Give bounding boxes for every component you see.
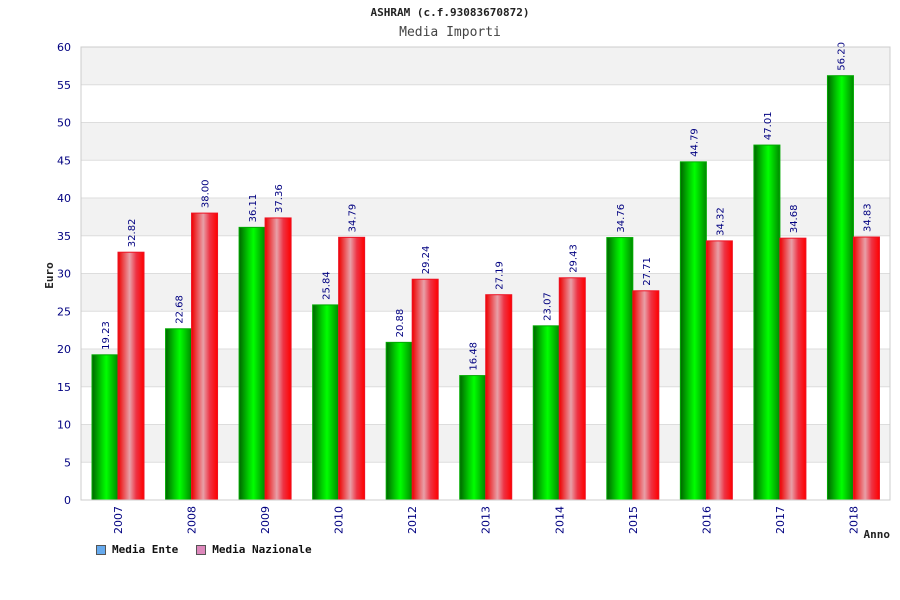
value-label-media-nazionale-2016: 34.32 [715, 207, 726, 236]
x-tick-label: 2015 [627, 506, 640, 534]
value-label-media-nazionale-2017: 34.68 [789, 205, 800, 234]
y-tick-label: 50 [57, 117, 71, 130]
bar-media-ente-2013 [459, 375, 487, 501]
bar-media-nazionale-2017 [779, 237, 807, 501]
value-label-media-nazionale-2012: 29.24 [421, 246, 432, 275]
value-labels: 19.23 32.82 22.68 38.00 36.11 37.36 25.84 34.79… [101, 42, 873, 371]
bar-media-nazionale-2018 [852, 236, 880, 501]
x-tick-label: 2017 [774, 506, 787, 534]
bar-media-nazionale-2007 [117, 251, 145, 501]
value-label-media-ente-2017: 47.01 [763, 111, 774, 140]
y-axis-title: Euro [43, 262, 56, 289]
legend-item-media-ente: Media Ente [96, 543, 178, 556]
y-tick-label: 0 [64, 494, 71, 507]
bar-media-nazionale-2013 [485, 294, 513, 501]
x-tick-label: 2018 [847, 506, 860, 534]
legend: Media Ente Media Nazionale [96, 543, 312, 556]
x-tick-label: 2016 [700, 506, 713, 534]
legend-item-media-nazionale: Media Nazionale [196, 543, 312, 556]
y-tick-label: 20 [57, 343, 71, 356]
bar-media-ente-2017 [753, 144, 781, 501]
legend-swatch-media-nazionale [196, 544, 207, 555]
bar-media-ente-2007 [91, 354, 119, 501]
bar-media-nazionale-2008 [191, 212, 219, 501]
y-tick-label: 40 [57, 192, 71, 205]
plot-frame [80, 46, 891, 501]
x-tick-label: 2009 [259, 506, 272, 534]
x-tick-label: 2014 [553, 506, 566, 534]
value-label-media-ente-2018: 56.20 [836, 42, 847, 71]
value-label-media-ente-2014: 23.07 [542, 292, 553, 321]
legend-label-media-nazionale: Media Nazionale [212, 543, 312, 556]
bar-media-nazionale-2015 [632, 290, 660, 501]
x-tick-label: 2008 [186, 506, 199, 534]
bar-media-ente-2018 [826, 75, 854, 501]
x-tick-label: 2007 [112, 506, 125, 534]
legend-swatch-media-ente [96, 544, 106, 555]
y-tick-label: 35 [57, 230, 71, 243]
bar-media-ente-2014 [532, 325, 560, 501]
value-label-media-nazionale-2009: 37.36 [274, 184, 285, 213]
bar-media-ente-2015 [606, 237, 634, 501]
bar-media-ente-2009 [238, 226, 266, 501]
chart-subtitle: Media Importi [399, 25, 501, 40]
bar-media-nazionale-2014 [558, 277, 586, 501]
value-label-media-ente-2013: 16.48 [469, 342, 480, 371]
value-label-media-nazionale-2008: 38.00 [201, 179, 212, 208]
value-label-media-ente-2007: 19.23 [101, 321, 112, 350]
value-label-media-nazionale-2014: 29.43 [568, 244, 579, 273]
bar-media-nazionale-2012 [411, 278, 439, 501]
x-tick-label: 2012 [406, 506, 419, 534]
value-label-media-ente-2012: 20.88 [395, 309, 406, 338]
value-label-media-ente-2010: 25.84 [322, 271, 333, 300]
x-axis-title: Anno [864, 528, 891, 541]
chart-title: ASHRAM (c.f.93083670872) [370, 6, 530, 19]
bars [91, 75, 880, 501]
bar-media-nazionale-2016 [705, 240, 733, 501]
x-tick-labels: 2007 2008 2009 2010 2012 2013 2014 2015 2016 2017… [112, 506, 860, 534]
y-tick-labels: 0 5 10 15 20 25 30 35 40 45 50 55 60 [57, 41, 71, 507]
bar-media-ente-2008 [165, 328, 193, 501]
value-label-media-nazionale-2015: 27.71 [642, 257, 653, 286]
y-tick-label: 60 [57, 41, 71, 54]
value-label-media-nazionale-2007: 32.82 [127, 219, 138, 248]
y-tick-label: 45 [57, 154, 71, 167]
y-tick-label: 25 [57, 305, 71, 318]
bar-media-ente-2016 [679, 161, 707, 501]
bar-media-ente-2012 [385, 341, 413, 501]
bar-media-nazionale-2009 [264, 217, 292, 501]
bar-media-ente-2010 [312, 304, 340, 501]
value-label-media-ente-2015: 34.76 [616, 204, 627, 233]
x-tick-label: 2010 [333, 506, 346, 534]
x-tick-label: 2013 [480, 506, 493, 534]
value-label-media-ente-2009: 36.11 [248, 194, 259, 223]
y-tick-label: 15 [57, 381, 71, 394]
y-tick-label: 55 [57, 79, 71, 92]
y-tick-label: 10 [57, 419, 71, 432]
value-label-media-nazionale-2010: 34.79 [348, 204, 359, 233]
grid-band [81, 47, 890, 85]
y-tick-label: 5 [64, 456, 71, 469]
bar-media-nazionale-2010 [338, 236, 366, 501]
value-label-media-ente-2008: 22.68 [175, 295, 186, 324]
value-label-media-nazionale-2018: 34.83 [862, 203, 873, 232]
value-label-media-ente-2016: 44.79 [689, 128, 700, 157]
y-tick-label: 30 [57, 268, 71, 281]
legend-label-media-ente: Media Ente [112, 543, 179, 556]
value-label-media-nazionale-2013: 27.19 [495, 261, 506, 290]
